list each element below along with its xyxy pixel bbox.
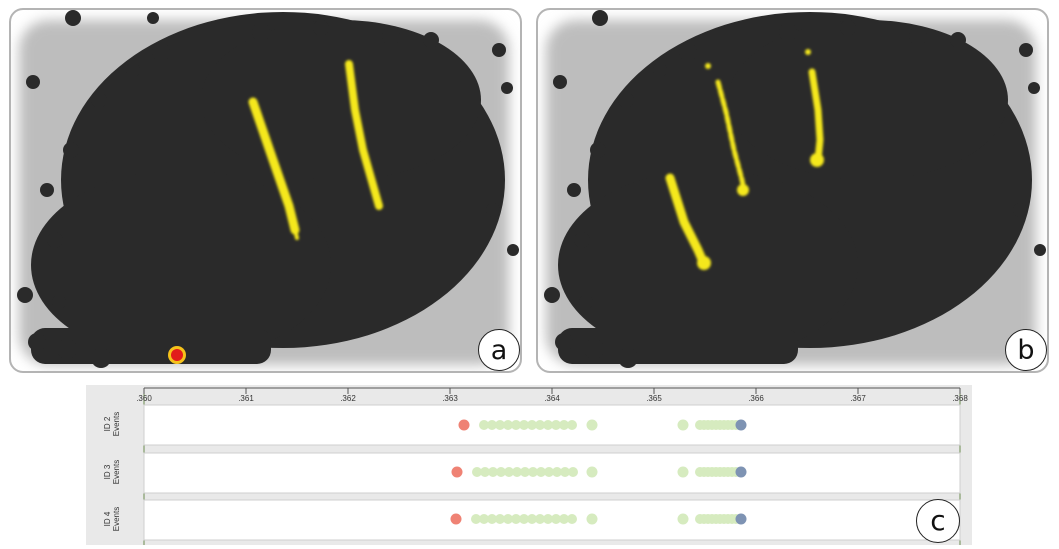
event-dot <box>519 420 529 430</box>
event-dot <box>677 513 689 525</box>
event-dot <box>495 420 505 430</box>
event-dot <box>535 420 545 430</box>
trajectories <box>248 60 383 240</box>
event-timeline: .360 .361 .362 .363 .364 .365 .366 .367 … <box>86 385 972 545</box>
panel-label-c: c <box>916 499 960 543</box>
tick-label-365: .365 <box>646 394 662 403</box>
event-dot <box>503 514 513 524</box>
tick-label-367: .367 <box>850 394 866 403</box>
event-dot <box>488 467 498 477</box>
heatmap-b-graphic <box>544 10 1046 368</box>
event-dot <box>677 419 689 431</box>
event-dot <box>487 514 497 524</box>
event-dot <box>527 514 537 524</box>
axis-ticks <box>143 388 961 394</box>
event-dot <box>551 514 561 524</box>
event-dot <box>480 467 490 477</box>
tick-label-364: .364 <box>544 394 560 403</box>
event-dot <box>503 420 513 430</box>
tick-label-361: .361 <box>238 394 254 403</box>
row-label-id2: ID 2 Events <box>103 399 121 449</box>
event-dot <box>511 514 521 524</box>
row-label-id4: ID 4 Events <box>103 494 121 544</box>
event-dot <box>552 467 562 477</box>
event-start-dot <box>451 466 463 478</box>
heatmap-panel-a: a <box>9 8 522 373</box>
tick-label-363: .363 <box>442 394 458 403</box>
row-label-id3: ID 3 Events <box>103 447 121 497</box>
event-dot <box>544 467 554 477</box>
event-dot <box>479 514 489 524</box>
event-dot <box>586 419 598 431</box>
event-dot <box>543 420 553 430</box>
event-end-dot <box>735 466 747 478</box>
tick-label-362: .362 <box>340 394 356 403</box>
panel-label-b: b <box>1005 329 1047 371</box>
tick-label-360: .360 <box>136 394 152 403</box>
trajectories <box>665 49 824 270</box>
event-end-dot <box>735 513 747 525</box>
row-label-id4-line2: Events <box>112 506 121 532</box>
event-dot <box>512 467 522 477</box>
event-dot <box>586 513 598 525</box>
event-track-id4 <box>143 499 961 541</box>
event-dot <box>567 420 577 430</box>
event-dot <box>519 514 529 524</box>
event-dot <box>487 420 497 430</box>
event-dot <box>527 420 537 430</box>
event-dot <box>496 467 506 477</box>
event-dot <box>535 514 545 524</box>
row-label-id4-line1: ID 4 <box>103 511 112 527</box>
event-dot <box>559 514 569 524</box>
start-marker <box>168 346 186 364</box>
row-label-id2-line1: ID 2 <box>103 416 112 432</box>
event-dot <box>479 420 489 430</box>
event-dot <box>504 467 514 477</box>
event-dot <box>495 514 505 524</box>
heatmap-panel-b: b <box>536 8 1049 373</box>
event-start-dot <box>450 513 462 525</box>
row-label-id3-line2: Events <box>112 459 121 485</box>
row-label-id2-line2: Events <box>112 411 121 437</box>
event-dot <box>560 467 570 477</box>
timeline-graphic <box>143 387 961 545</box>
event-start-dot <box>458 419 470 431</box>
event-dot <box>511 420 521 430</box>
event-dot <box>536 467 546 477</box>
event-dot <box>567 514 577 524</box>
event-dot <box>543 514 553 524</box>
event-markers <box>450 419 747 525</box>
tick-label-366: .366 <box>748 394 764 403</box>
panel-label-a: a <box>478 329 520 371</box>
event-dot <box>586 466 598 478</box>
event-dot <box>471 514 481 524</box>
event-dot <box>568 467 578 477</box>
event-dot <box>551 420 561 430</box>
row-label-id3-line1: ID 3 <box>103 464 112 480</box>
heatmap-a-graphic <box>17 10 519 368</box>
event-dot <box>528 467 538 477</box>
tick-label-368: .368 <box>952 394 968 403</box>
event-dot <box>559 420 569 430</box>
event-dot <box>520 467 530 477</box>
event-end-dot <box>735 419 747 431</box>
event-dot <box>472 467 482 477</box>
event-dot <box>677 466 689 478</box>
